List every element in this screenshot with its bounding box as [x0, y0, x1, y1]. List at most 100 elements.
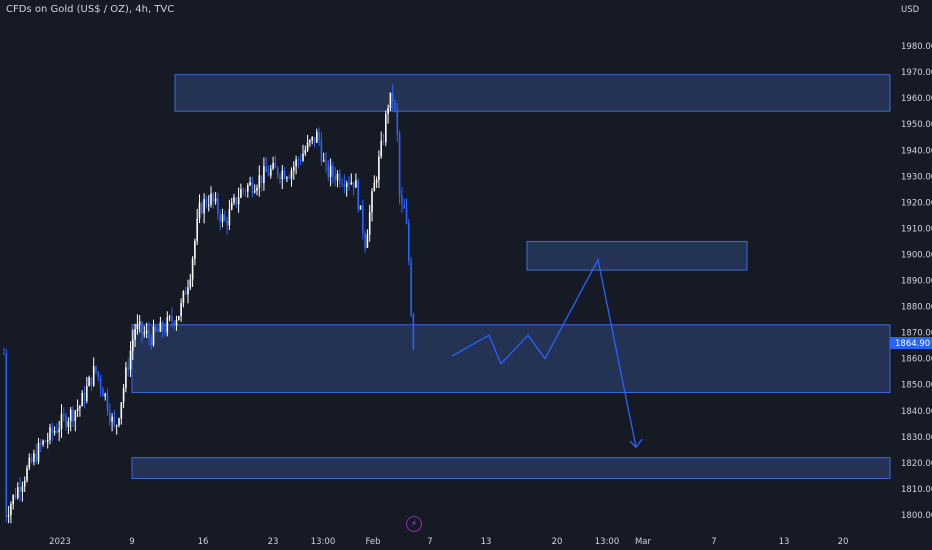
candle-body: [143, 332, 146, 334]
candle-body: [357, 180, 359, 210]
zone-box[interactable]: [174, 74, 891, 112]
candles-layer: [3, 84, 415, 524]
candle-body: [207, 204, 210, 206]
candle-body: [106, 393, 109, 412]
candle-body: [102, 388, 104, 397]
candle-body: [410, 261, 412, 315]
candle-body: [256, 187, 258, 191]
candle-body: [191, 258, 194, 280]
y-tick-label: 1800.00: [901, 511, 932, 521]
candle-body: [359, 205, 362, 210]
projection-layer: [451, 257, 643, 449]
candle-body: [10, 504, 12, 516]
candle-body: [309, 140, 311, 143]
candle-body: [240, 189, 242, 198]
candle-body: [293, 166, 295, 171]
candle-body: [99, 377, 102, 389]
y-tick-label: 1820.00: [901, 459, 932, 469]
candle-body: [51, 427, 54, 433]
candle-body: [325, 160, 327, 163]
zone-box[interactable]: [131, 457, 891, 480]
y-tick-label: 1970.00: [901, 68, 932, 78]
candle-body: [152, 326, 155, 346]
x-tick-label: 7: [427, 537, 432, 547]
candle-body: [14, 495, 17, 498]
candle-body: [113, 416, 116, 426]
candle-body: [290, 170, 293, 179]
candle-body: [382, 140, 385, 143]
y-tick-label: 1960.00: [901, 94, 932, 104]
candle-body: [164, 331, 166, 333]
candle-body: [297, 159, 300, 161]
candle-body: [198, 202, 201, 219]
candle-body: [141, 321, 143, 334]
candle-body: [76, 408, 79, 411]
candle-body: [408, 223, 410, 262]
y-tick-label: 1930.00: [901, 172, 932, 182]
candle-body: [122, 387, 125, 403]
candle-body: [345, 183, 348, 187]
candle-body: [251, 181, 254, 193]
candle-body: [265, 166, 267, 173]
x-tick-label: Mar: [635, 537, 652, 547]
candle-body: [270, 168, 272, 176]
candle-body: [171, 316, 173, 322]
candle-body: [371, 191, 373, 213]
x-tick-label: 7: [711, 537, 716, 547]
candle-body: [405, 208, 408, 224]
y-tick-label: 1980.00: [901, 42, 932, 52]
candle-body: [260, 175, 263, 184]
x-tick-label: 13: [779, 537, 790, 547]
candle-body: [118, 418, 120, 426]
candle-body: [58, 428, 60, 433]
candle-body: [120, 402, 123, 419]
candle-body: [348, 183, 350, 185]
candle-body: [343, 184, 346, 187]
chart-title: CFDs on Gold (US$ / OZ), 4h, TVC: [6, 4, 175, 15]
zones-layer: [131, 74, 891, 480]
candle-body: [157, 330, 159, 332]
arrow-head: [629, 438, 643, 449]
candle-body: [5, 353, 8, 517]
candle-body: [378, 156, 380, 180]
y-tick-label: 1830.00: [901, 433, 932, 443]
candle-body: [12, 495, 14, 505]
candle-body: [286, 177, 288, 179]
price-axis[interactable]: 1980.00 1970.00 1960.00 1950.00 1940.00 1930.…: [901, 42, 932, 521]
candle-body: [244, 190, 247, 192]
y-tick-label: 1880.00: [901, 303, 932, 313]
x-tick-label: 20: [552, 537, 563, 547]
candle-body: [394, 101, 396, 110]
candle-body: [104, 393, 106, 397]
candle-body: [88, 377, 90, 387]
last-price-text: 1864.90: [895, 339, 930, 349]
candle-body: [81, 392, 83, 407]
candle-body: [396, 109, 399, 134]
candle-body: [23, 480, 26, 487]
y-tick-label: 1850.00: [901, 381, 932, 391]
candle-body: [313, 136, 316, 143]
zone-box[interactable]: [131, 324, 891, 394]
candle-body: [210, 193, 212, 205]
lightning-icon[interactable]: ⚡: [406, 516, 422, 532]
candle-body: [339, 173, 341, 184]
projection-line[interactable]: [451, 257, 637, 448]
candle-body: [168, 316, 171, 318]
candle-body: [355, 180, 357, 188]
candle-body: [145, 330, 148, 333]
candle-body: [86, 386, 88, 401]
candle-body: [60, 413, 63, 429]
candle-body: [217, 198, 219, 214]
candle-body: [380, 140, 382, 157]
candle-body: [127, 367, 129, 370]
candle-body: [318, 131, 320, 141]
candle-body: [373, 182, 376, 192]
candle-body: [249, 181, 251, 186]
candle-body: [138, 321, 141, 324]
zone-box[interactable]: [526, 240, 748, 271]
candle-body: [150, 338, 152, 346]
candle-body: [311, 136, 313, 141]
time-axis[interactable]: 2023 9 16 23 13:00 Feb 7 13 20 13:00 Mar 7 13 20: [49, 537, 848, 547]
candle-body: [205, 199, 208, 205]
